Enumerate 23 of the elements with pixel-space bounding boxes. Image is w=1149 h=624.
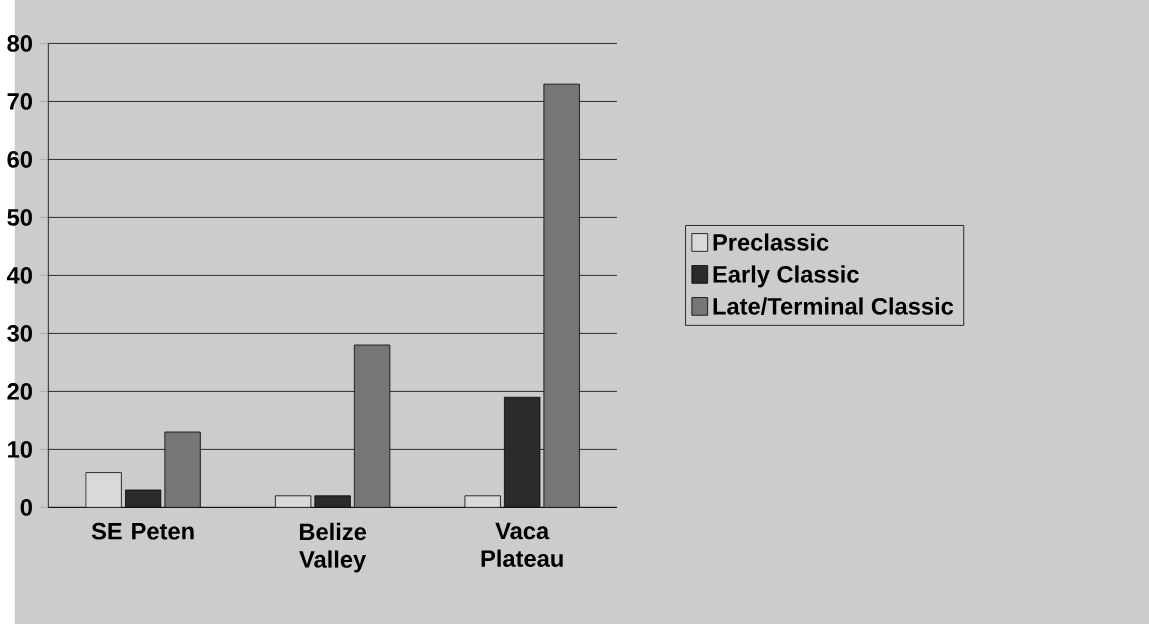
y-tick-label: 20 xyxy=(7,383,32,400)
y-tick-label: 0 xyxy=(20,499,32,516)
bar xyxy=(274,495,312,508)
bar xyxy=(543,83,580,508)
y-tick-label: 80 xyxy=(7,35,32,52)
bar xyxy=(353,344,391,508)
bar xyxy=(124,489,162,508)
x-tick-label: Vaca Plateau xyxy=(481,522,563,568)
bar xyxy=(464,495,501,508)
bar xyxy=(85,472,122,508)
y-tick-label: 30 xyxy=(7,325,32,342)
y-tick-label: 50 xyxy=(7,209,32,226)
x-tick-label: Belize Valley xyxy=(299,522,367,573)
y-tick-label: 40 xyxy=(6,267,32,284)
y-tick-label: 60 xyxy=(7,151,32,168)
legend-label: Early Classic xyxy=(713,265,859,288)
x-tick-label: SE Peten xyxy=(91,522,194,540)
bar xyxy=(164,431,201,508)
y-tick-label: 10 xyxy=(8,441,32,458)
legend-label: Preclassic xyxy=(713,233,829,251)
bar xyxy=(314,495,351,508)
y-tick-label: 70 xyxy=(7,93,32,110)
legend-label: Late/Terminal Classic xyxy=(713,297,954,316)
